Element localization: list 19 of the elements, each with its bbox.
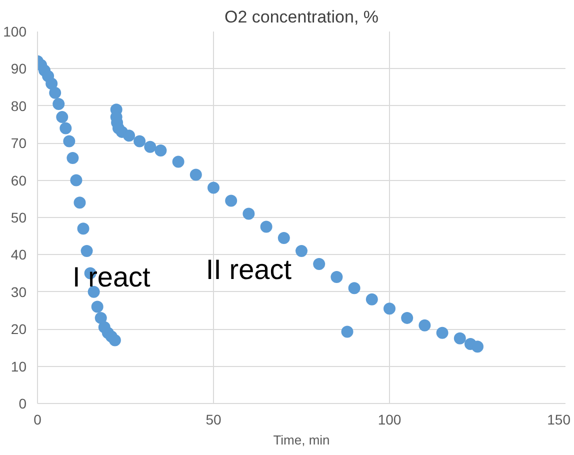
y-tick-label: 100 <box>3 24 27 40</box>
y-tick-label: 90 <box>10 60 27 77</box>
y-tick-label: 70 <box>10 135 27 152</box>
y-tick-label: 10 <box>10 358 27 374</box>
x-tick-label: 150 <box>547 412 571 428</box>
y-tick-label: 50 <box>10 210 27 226</box>
x-tick-label: 0 <box>34 412 42 428</box>
y-tick-label: 40 <box>10 246 27 263</box>
x-tick-label: 100 <box>378 412 402 428</box>
x-tick-label: 50 <box>206 412 222 428</box>
chart-title: O2 concentration, % <box>224 8 379 26</box>
y-tick-label: 80 <box>10 98 27 114</box>
y-tick-label: 30 <box>10 284 27 300</box>
annotation: I react <box>72 262 151 293</box>
y-tick-label: 20 <box>10 321 27 338</box>
y-tick-label: 0 <box>18 396 27 412</box>
x-axis-title: Time, min <box>273 432 330 448</box>
y-tick-label: 60 <box>10 172 27 188</box>
annotation: II react <box>206 254 292 286</box>
